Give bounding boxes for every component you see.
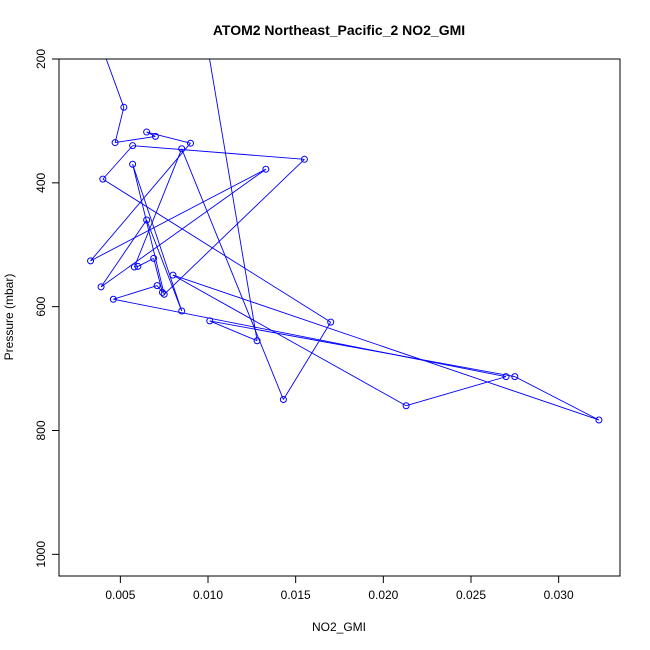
series-segment <box>172 274 407 407</box>
y-tick-label: 1000 <box>34 541 48 568</box>
data-point <box>120 103 128 111</box>
data-point <box>279 396 287 404</box>
data-point <box>178 145 186 153</box>
series-segment <box>102 178 331 323</box>
series-segment <box>115 135 156 144</box>
series-segment <box>209 59 258 341</box>
series-segment <box>113 298 507 378</box>
data-point <box>300 155 308 163</box>
data-point <box>595 416 603 424</box>
data-point <box>134 262 142 270</box>
data-point <box>97 283 105 291</box>
plot-frame <box>58 58 621 577</box>
x-tick-label: 0.015 <box>281 588 311 602</box>
data-point <box>130 263 138 271</box>
series-segment <box>113 285 158 300</box>
x-tick-label: 0.005 <box>105 588 135 602</box>
x-tick-label: 0.010 <box>193 588 223 602</box>
data-point <box>178 307 186 315</box>
x-axis: 0.005 0.010 0.015 0.020 0.025 0.030 <box>105 576 574 602</box>
data-point <box>186 139 194 147</box>
series-segment <box>132 145 305 160</box>
series-segment <box>163 158 305 295</box>
series-segment <box>105 59 125 108</box>
data-point <box>402 402 410 410</box>
data-point <box>150 254 158 262</box>
data-point <box>158 288 166 296</box>
data-point <box>502 373 510 381</box>
data-point <box>111 139 119 147</box>
data-point <box>129 160 137 168</box>
data-point <box>153 282 161 290</box>
data-point <box>99 175 107 183</box>
data-point <box>253 337 261 345</box>
x-axis-label: NO2_GMI <box>312 620 366 634</box>
series-segment <box>90 142 191 262</box>
series-segment <box>100 168 267 288</box>
series-segment <box>132 164 165 295</box>
series-segment <box>181 148 284 400</box>
series-segment <box>102 145 133 180</box>
y-tick-label: 800 <box>34 420 48 440</box>
data-point <box>151 132 159 140</box>
series-segment <box>100 219 148 288</box>
series-segment <box>405 376 507 407</box>
y-tick-label: 400 <box>34 173 48 193</box>
data-point <box>205 47 211 53</box>
series-segment <box>156 285 163 293</box>
data-point <box>87 257 95 265</box>
series-segment <box>132 164 183 312</box>
series-segment <box>146 219 183 312</box>
data-point <box>109 295 117 303</box>
chart-title: ATOM2 Northeast_Pacific_2 NO2_GMI <box>213 22 465 38</box>
data-point <box>143 216 151 224</box>
data-point <box>262 165 270 173</box>
data-point <box>511 373 519 381</box>
y-axis: 200 400 600 800 1000 <box>34 49 59 568</box>
series-segment <box>133 148 183 268</box>
series-segment <box>514 376 600 421</box>
x-tick-label: 0.025 <box>456 588 486 602</box>
data-layer <box>87 47 603 424</box>
data-point <box>143 128 151 136</box>
series-segment <box>209 320 515 378</box>
data-point <box>160 290 168 298</box>
data-point <box>129 142 137 150</box>
data-point <box>206 317 214 325</box>
series-segment <box>172 274 600 421</box>
series-segment <box>153 258 163 293</box>
x-tick-label: 0.030 <box>544 588 574 602</box>
y-axis-label: Pressure (mbar) <box>2 274 16 361</box>
data-point <box>327 318 335 326</box>
x-tick-label: 0.020 <box>368 588 398 602</box>
y-tick-label: 600 <box>34 296 48 316</box>
data-point <box>169 271 177 279</box>
y-tick-label: 200 <box>34 49 48 69</box>
series-segment <box>209 320 258 342</box>
data-point <box>100 47 106 53</box>
series-segment <box>283 321 332 400</box>
series-segment <box>90 168 267 262</box>
series-segment <box>114 107 125 143</box>
